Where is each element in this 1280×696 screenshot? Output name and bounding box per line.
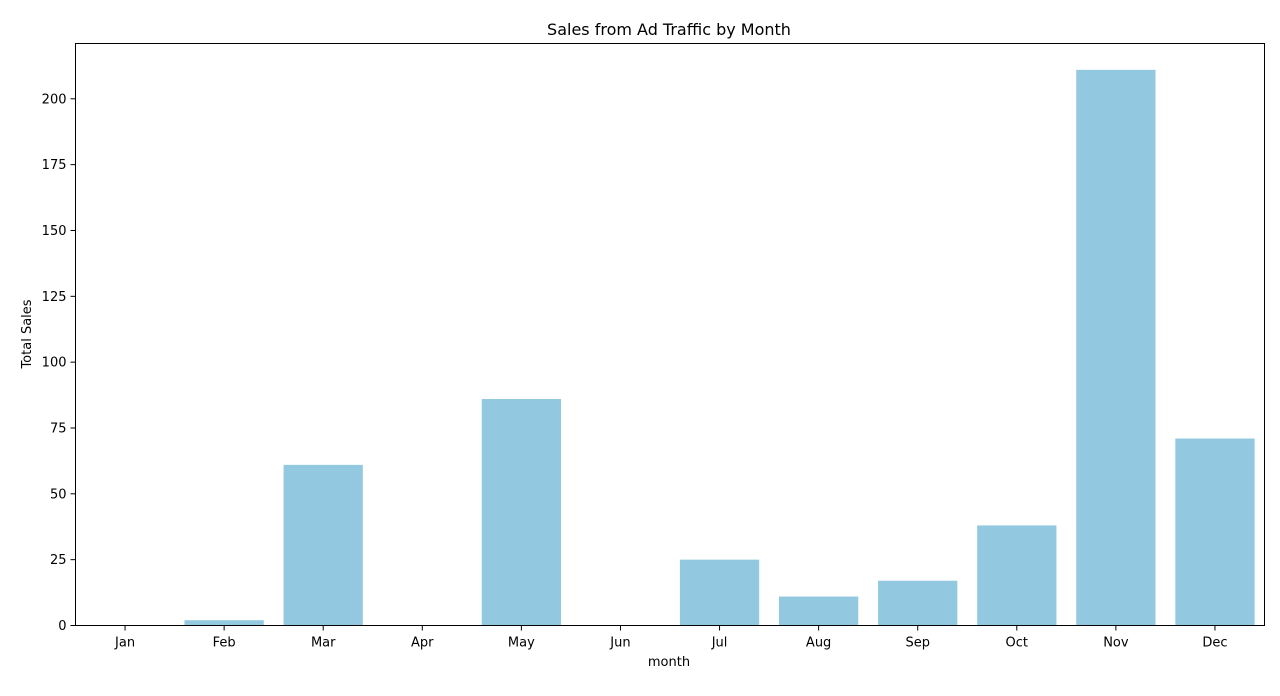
x-tick-label: Oct bbox=[1006, 636, 1028, 651]
x-tick-label: Jul bbox=[711, 636, 728, 651]
y-axis-ticks: 0 25 50 75 100 125 150 175 200 bbox=[42, 92, 76, 634]
x-tick-label: Jun bbox=[609, 636, 630, 651]
x-tick-label: Sep bbox=[905, 636, 930, 651]
x-tick-label: Aug bbox=[806, 636, 831, 651]
bar-oct bbox=[977, 525, 1057, 626]
x-tick-label: May bbox=[508, 636, 535, 651]
x-tick-label: Jan bbox=[114, 636, 135, 651]
y-tick-label: 0 bbox=[58, 619, 66, 634]
x-tick-label: Mar bbox=[311, 636, 336, 651]
x-tick-label: Apr bbox=[411, 636, 434, 651]
y-tick-label: 25 bbox=[50, 553, 67, 568]
y-tick-label: 50 bbox=[50, 487, 67, 502]
y-tick-label: 75 bbox=[50, 421, 67, 436]
bar-may bbox=[481, 399, 562, 626]
chart-title: Sales from Ad Traffic by Month bbox=[547, 20, 791, 39]
y-tick-label: 200 bbox=[42, 92, 67, 107]
bar-jul bbox=[679, 559, 760, 626]
plot-frame bbox=[75, 43, 1265, 626]
bar-aug bbox=[778, 596, 859, 626]
x-axis-ticks: Jan Feb Mar Apr May Jun Jul Aug Sep Oct Nov Dec bbox=[114, 625, 1228, 651]
bar-sep bbox=[878, 580, 958, 626]
x-tick-label: Nov bbox=[1103, 636, 1129, 651]
y-tick-label: 175 bbox=[42, 158, 67, 173]
y-tick-label: 100 bbox=[42, 356, 67, 371]
bars-group bbox=[184, 69, 1255, 626]
bar-dec bbox=[1175, 438, 1255, 626]
y-axis-label: Total Sales bbox=[20, 299, 35, 369]
x-tick-label: Feb bbox=[213, 636, 236, 651]
bar-mar bbox=[283, 464, 363, 626]
bar-nov bbox=[1076, 69, 1156, 626]
y-tick-label: 125 bbox=[42, 290, 67, 305]
x-axis-label: month bbox=[648, 655, 690, 670]
y-tick-label: 150 bbox=[42, 224, 67, 239]
bar-feb bbox=[184, 620, 264, 626]
x-tick-label: Dec bbox=[1202, 636, 1227, 651]
